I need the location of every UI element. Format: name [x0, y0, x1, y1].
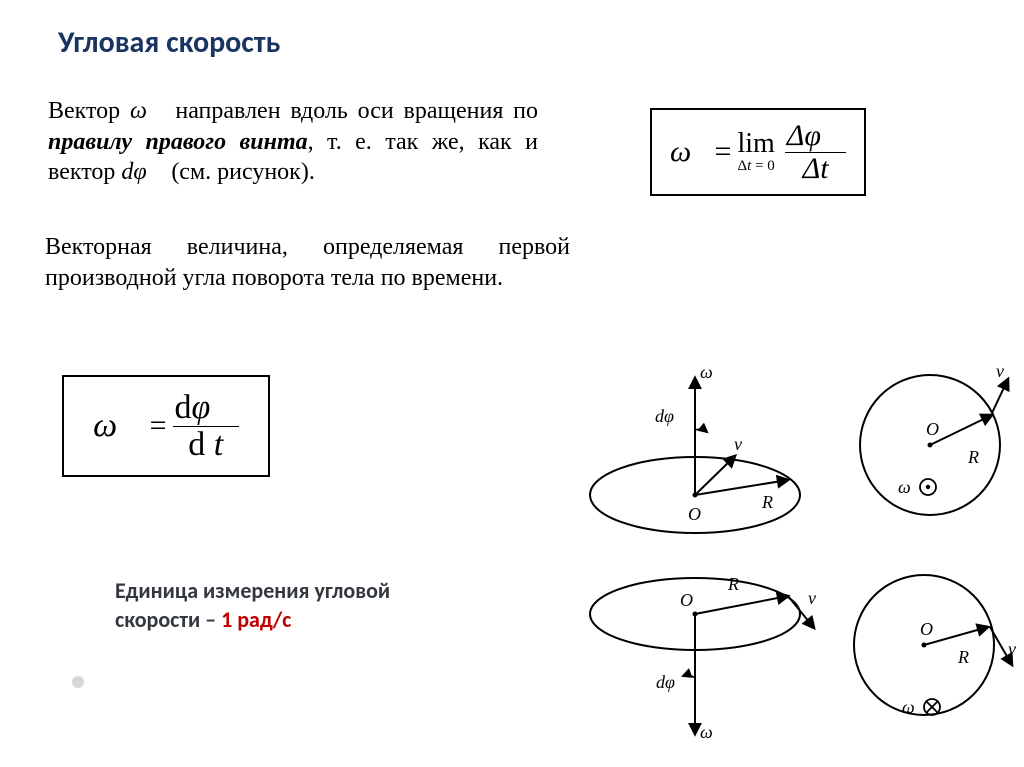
diagram-ellipse-down: O R⃗ v⃗ dφ⃗ ω⃗ [560, 560, 830, 755]
deriv-eq: = [150, 409, 167, 443]
lim-den: Δt [801, 153, 831, 185]
svg-text:O: O [688, 504, 701, 524]
unit-text: Единица измерения угловой скорости – 1 р… [115, 576, 475, 634]
svg-text:v⃗: v⃗ [996, 361, 1018, 381]
deriv-lhs: ω⃗ [93, 407, 143, 445]
svg-text:R⃗: R⃗ [727, 574, 753, 594]
lim-num: Δφ⃗ [785, 120, 847, 153]
bullet-icon [72, 676, 84, 688]
svg-text:R⃗: R⃗ [761, 492, 787, 512]
svg-text:ω⃗: ω⃗ [898, 477, 925, 497]
lim-lhs: ω⃗ [670, 135, 715, 169]
svg-text:ω⃗: ω⃗ [902, 697, 929, 717]
svg-text:dφ⃗: dφ⃗ [656, 672, 689, 692]
lim-word: lim [737, 128, 774, 160]
svg-text:O: O [920, 619, 933, 639]
svg-text:dφ⃗: dφ⃗ [655, 406, 688, 426]
page-title: Угловая скорость [58, 24, 280, 61]
para1-pre: Вектор [48, 98, 130, 124]
para1-dphi: dφ⃗ [121, 159, 165, 185]
lim-cond: Δt = 0 [737, 158, 774, 175]
para1-end: (см. рисунок). [165, 159, 315, 185]
svg-text:v⃗: v⃗ [734, 434, 756, 454]
para1-omega: ω⃗ [130, 98, 166, 124]
unit-value: 1 рад/с [221, 606, 291, 633]
diagram-circle-out: O R⃗ v⃗ ω⃗ [840, 355, 1020, 540]
diagram-ellipse-up: ω⃗ dφ⃗ v⃗ O R⃗ [560, 360, 830, 570]
formula-limit: ω⃗ = lim Δt = 0 Δφ⃗ Δt [650, 108, 866, 196]
svg-text:ω⃗: ω⃗ [700, 722, 727, 742]
lim-eq: = [715, 135, 732, 169]
para-vector-direction: Вектор ω⃗ направлен вдоль оси враще­ния … [48, 96, 538, 188]
svg-text:R⃗: R⃗ [957, 647, 983, 667]
diagram-circle-in: O R⃗ v⃗ ω⃗ [840, 555, 1020, 740]
deriv-num-phi: φ⃗ [192, 389, 237, 426]
para1-emph: правилу правого винта [48, 129, 308, 155]
svg-text:v⃗: v⃗ [1008, 639, 1020, 659]
svg-text:v⃗: v⃗ [808, 588, 830, 608]
para-definition: Векторная величина, определяемая первой … [45, 232, 570, 293]
para1-mid: направлен вдоль оси враще­ния по [166, 98, 538, 124]
svg-text:ω⃗: ω⃗ [700, 362, 727, 382]
svg-text:O: O [926, 419, 939, 439]
formula-derivative: ω⃗ = dφ⃗ d t [62, 375, 270, 477]
svg-text:O: O [680, 590, 693, 610]
svg-text:R⃗: R⃗ [967, 447, 993, 467]
